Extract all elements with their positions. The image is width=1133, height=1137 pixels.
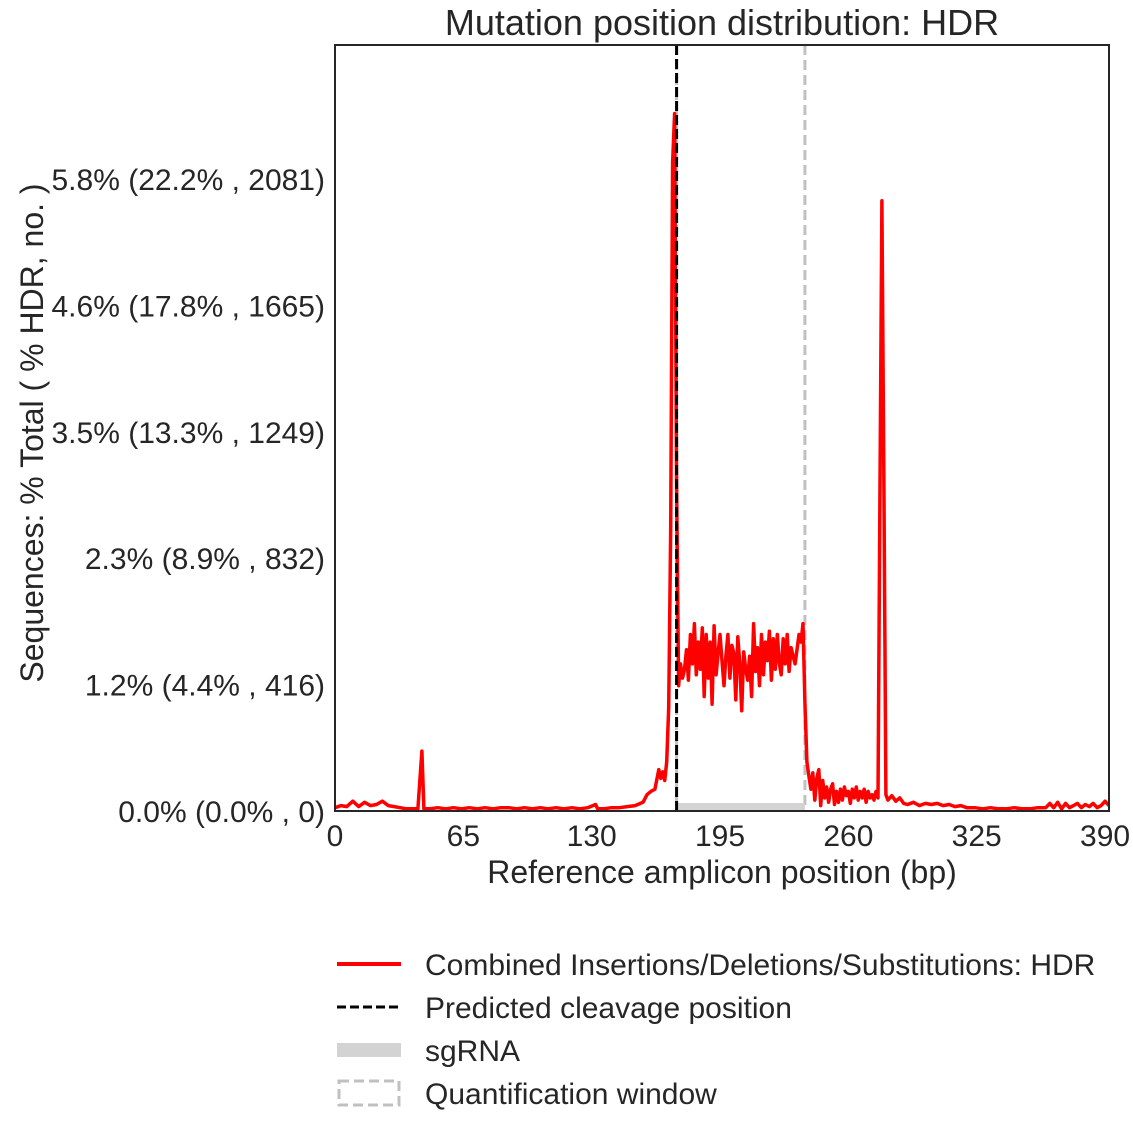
legend-label: Predicted cleavage position: [425, 992, 792, 1025]
legend-label: sgRNA: [425, 1035, 520, 1068]
legend-handle-quantification-window: [337, 1079, 401, 1107]
plot-frame: [334, 44, 1110, 812]
x-tick-label: 260: [823, 820, 873, 853]
y-axis-ticks: 0.0% (0.0% , 0) 1.2% (4.4% , 416) 2.3% (8.…: [51, 164, 325, 829]
x-axis-label: Reference amplicon position (bp): [487, 854, 957, 890]
legend-label: Combined Insertions/Deletions/Substituti…: [425, 949, 1095, 982]
x-tick-label: 325: [952, 820, 1002, 853]
x-tick-label: 65: [447, 820, 480, 853]
x-tick-label: 390: [1080, 820, 1130, 853]
legend: Combined Insertions/Deletions/Substituti…: [337, 949, 1095, 1111]
x-tick-label: 195: [695, 820, 745, 853]
x-tick-label: 0: [327, 820, 344, 853]
legend-label: Quantification window: [425, 1078, 717, 1111]
y-tick-label: 3.5% (13.3% , 1249): [51, 417, 325, 450]
series-line-0: [334, 111, 1111, 811]
x-axis-ticks: 0 65 130 195 260 325 390: [327, 820, 1130, 853]
plot-area: [334, 44, 1111, 812]
y-axis-label: Sequences: % Total ( % HDR, no. ): [14, 183, 50, 682]
x-tick-label: 130: [567, 820, 617, 853]
sgrna-bar: [676, 803, 805, 811]
plot-background: [335, 45, 1109, 811]
y-tick-label: 5.8% (22.2% , 2081): [51, 164, 325, 197]
y-tick-label: 2.3% (8.9% , 832): [85, 543, 325, 576]
y-tick-label: 4.6% (17.8% , 1665): [51, 290, 325, 323]
legend-handle-sgrna: [337, 1043, 401, 1057]
chart-title: Mutation position distribution: HDR: [445, 2, 999, 43]
y-tick-label: 0.0% (0.0% , 0): [118, 796, 325, 829]
y-tick-label: 1.2% (4.4% , 416): [85, 670, 325, 703]
